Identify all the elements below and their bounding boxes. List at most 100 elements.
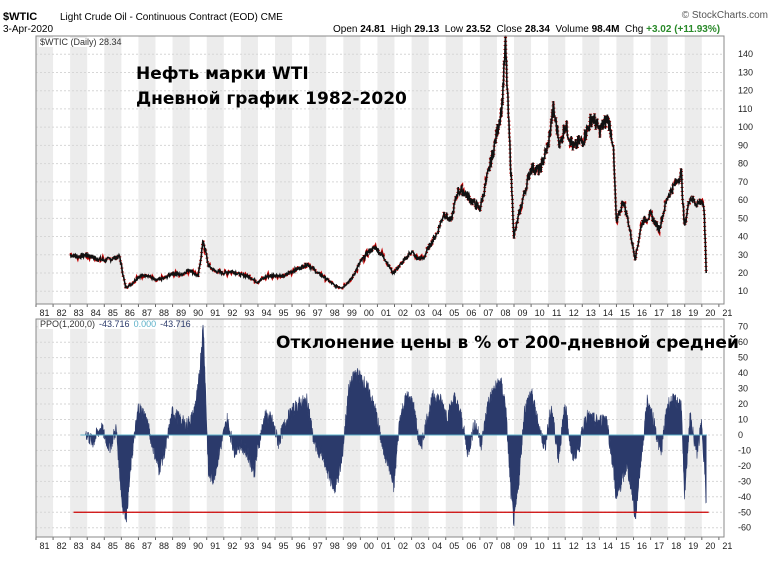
chg-label: Chg <box>624 24 644 35</box>
x-tick-label: 83 <box>74 541 84 551</box>
y-tick-label: 30 <box>738 384 748 394</box>
x-tick-label: 84 <box>91 308 101 318</box>
x-tick-label: 81 <box>40 308 50 318</box>
chg-value: +3.02 (+11.93%) <box>646 24 721 35</box>
x-tick-label: 90 <box>193 541 203 551</box>
open-label: Open <box>333 24 358 35</box>
x-tick-label: 96 <box>296 308 306 318</box>
y-tick-label: -10 <box>738 445 751 455</box>
x-tick-label: 12 <box>569 308 579 318</box>
x-tick-label: 08 <box>500 308 510 318</box>
x-tick-label: 04 <box>432 541 442 551</box>
x-tick-label: 96 <box>296 541 306 551</box>
y-tick-label: 0 <box>738 430 743 440</box>
ppo-panel-border <box>35 318 725 538</box>
y-tick-label: 60 <box>738 337 748 347</box>
year-band <box>138 36 156 304</box>
ppo-legend-value-3: -43.716 <box>160 319 191 329</box>
x-tick-label: 81 <box>40 541 50 551</box>
x-tick-label: 18 <box>671 541 681 551</box>
brand-watermark[interactable]: © StockCharts.com <box>681 10 768 21</box>
x-tick-label: 88 <box>159 541 169 551</box>
x-tick-label: 06 <box>466 308 476 318</box>
year-band <box>309 36 327 304</box>
year-band <box>104 36 122 304</box>
y-tick-label: -20 <box>738 461 751 471</box>
x-tick-label: 85 <box>108 308 118 318</box>
x-tick-label: 93 <box>244 541 254 551</box>
x-tick-label: 86 <box>125 308 135 318</box>
year-band <box>514 36 532 304</box>
x-tick-label: 19 <box>688 541 698 551</box>
x-tick-label: 12 <box>569 541 579 551</box>
ppo-legend-bg <box>39 320 177 329</box>
x-tick-label: 19 <box>688 308 698 318</box>
x-tick-label: 17 <box>654 541 664 551</box>
x-tick-label: 14 <box>603 308 613 318</box>
ticker-symbol: $WTIC <box>3 11 38 23</box>
x-tick-label: 97 <box>313 541 323 551</box>
year-band <box>411 36 429 304</box>
y-tick-label: 140 <box>738 49 753 59</box>
year-band <box>650 319 668 537</box>
x-tick-label: 94 <box>261 308 271 318</box>
x-tick-label: 18 <box>671 308 681 318</box>
x-tick-label: 15 <box>620 308 630 318</box>
x-tick-label: 03 <box>415 308 425 318</box>
x-tick-label: 20 <box>705 541 715 551</box>
x-tick-label: 98 <box>330 308 340 318</box>
year-band <box>36 36 54 304</box>
x-tick-label: 10 <box>535 308 545 318</box>
x-tick-label: 14 <box>603 541 613 551</box>
close-label: Close <box>496 24 523 35</box>
x-tick-label: 05 <box>449 308 459 318</box>
year-band <box>36 319 54 537</box>
x-tick-label: 01 <box>381 541 391 551</box>
price-panel-border <box>35 35 725 305</box>
x-tick-label: 86 <box>125 541 135 551</box>
price-line <box>69 35 707 290</box>
price-y-axis: 10 20 30 40 50 60 70 80 90 100 110 120 130 140 <box>738 49 753 296</box>
y-tick-label: 20 <box>738 268 748 278</box>
x-tick-label: 00 <box>364 541 374 551</box>
ppo-legend-value-1: -43.716 <box>99 319 130 329</box>
x-tick-label: 08 <box>500 541 510 551</box>
ppo-y-axis: -60 -50 -40 -30 -20 -10 0 10 20 30 40 50 60 70 <box>738 322 751 533</box>
y-tick-label: -40 <box>738 492 751 502</box>
ppo-legend-prefix: PPO(1,200,0) <box>40 319 95 329</box>
year-band <box>582 36 600 304</box>
year-band <box>104 319 122 537</box>
y-tick-label: -60 <box>738 523 751 533</box>
x-tick-label: 16 <box>637 308 647 318</box>
x-tick-label: 07 <box>483 308 493 318</box>
close-value: 28.34 <box>524 24 550 35</box>
x-tick-label: 85 <box>108 541 118 551</box>
x-tick-label: 02 <box>398 308 408 318</box>
ohlc-stats: Open 24.81 High 29.13 Low 23.52 Close 28… <box>333 24 720 35</box>
x-tick-label: 89 <box>176 541 186 551</box>
x-tick-label: 92 <box>227 541 237 551</box>
year-band <box>684 36 702 304</box>
x-tick-label: 97 <box>313 308 323 318</box>
high-label: High <box>390 24 412 35</box>
x-tick-label: 95 <box>279 308 289 318</box>
y-tick-label: 10 <box>738 286 748 296</box>
price-legend-bg <box>39 38 101 47</box>
x-tick-label: 91 <box>210 308 220 318</box>
x-tick-label: 13 <box>586 541 596 551</box>
x-tick-label: 03 <box>415 541 425 551</box>
x-tick-label: 04 <box>432 308 442 318</box>
low-label: Low <box>444 24 464 35</box>
year-band <box>650 36 668 304</box>
x-tick-label: 13 <box>586 308 596 318</box>
x-tick-label: 21 <box>722 541 732 551</box>
ppo-area <box>85 324 707 527</box>
chart-date: 3-Apr-2020 <box>3 24 54 35</box>
x-tick-label: 15 <box>620 541 630 551</box>
x-tick-label: 90 <box>193 308 203 318</box>
y-tick-label: 40 <box>738 368 748 378</box>
open-value: 24.81 <box>360 24 386 35</box>
